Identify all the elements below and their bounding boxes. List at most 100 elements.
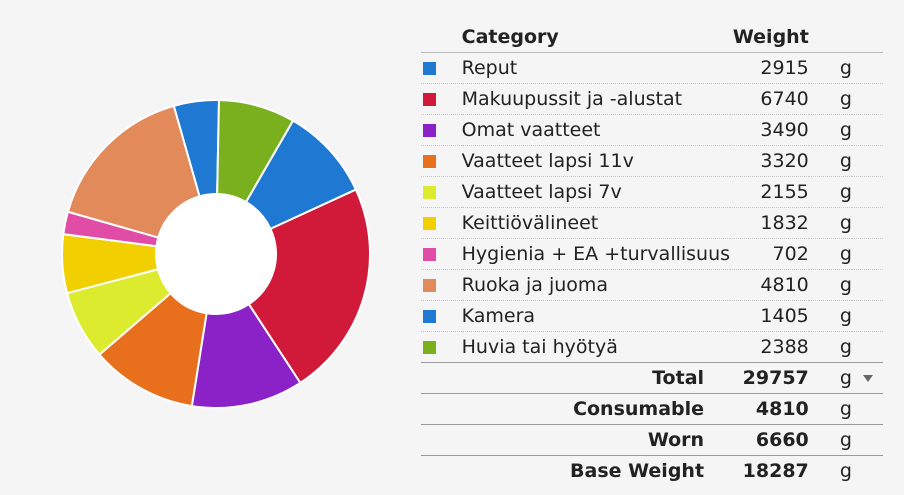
swatch-cell [421, 207, 462, 239]
category-name: Hygienia + EA +turvallisuus [461, 238, 731, 270]
table-header-row: Category Weight [421, 22, 883, 53]
category-weight: 3490 [730, 114, 809, 146]
category-name: Kamera [461, 300, 731, 332]
swatch-cell [421, 332, 462, 363]
color-swatch [423, 341, 436, 354]
category-header: Category [461, 22, 731, 53]
table-row: Vaatteet lapsi 11v 3320 g [421, 145, 883, 177]
weight-unit: g [808, 300, 852, 332]
category-weight: 6740 [730, 83, 809, 115]
weight-header: Weight [730, 22, 809, 53]
category-name: Ruoka ja juoma [461, 269, 731, 301]
category-weight: 4810 [730, 269, 809, 301]
summary-label: Worn [421, 424, 731, 456]
unit-header [808, 22, 852, 53]
swatch-cell [421, 300, 462, 332]
color-swatch [423, 310, 436, 323]
swatch-cell [421, 176, 462, 208]
color-swatch [423, 124, 436, 137]
extra-cell [851, 114, 883, 146]
table-row: Ruoka ja juoma 4810 g [421, 269, 883, 301]
swatch-cell [421, 52, 462, 84]
category-rows: Reput 2915 g Makuupussit ja -alustat 6740 g Om… [421, 52, 883, 363]
category-weight: 2915 [730, 52, 809, 84]
summary-unit: g [808, 455, 852, 486]
weight-unit: g [808, 207, 852, 239]
table-row: Keittiövälineet 1832 g [421, 207, 883, 239]
category-weight: 3320 [730, 145, 809, 177]
summary-extra [851, 455, 883, 486]
color-swatch [423, 93, 436, 106]
table-row: Hygienia + EA +turvallisuus 702 g [421, 238, 883, 270]
category-name: Reput [461, 52, 731, 84]
summary-value: 4810 [730, 393, 809, 425]
summary-row: Base Weight 18287 g [421, 455, 883, 486]
summary-extra [851, 393, 883, 425]
swatch-cell [421, 145, 462, 177]
category-name: Vaatteet lapsi 11v [461, 145, 731, 177]
color-swatch [423, 248, 436, 261]
summary-unit: g [808, 362, 852, 394]
extra-cell [851, 52, 883, 84]
extra-cell [851, 300, 883, 332]
color-swatch [423, 155, 436, 168]
summary-unit: g [808, 393, 852, 425]
summary-value: 18287 [730, 455, 809, 486]
donut-hole [156, 194, 276, 314]
table-row: Omat vaatteet 3490 g [421, 114, 883, 146]
table-row: Reput 2915 g [421, 52, 883, 84]
table-row: Kamera 1405 g [421, 300, 883, 332]
summary-unit: g [808, 424, 852, 456]
table-row: Huvia tai hyötyä 2388 g [421, 332, 883, 363]
extra-cell [851, 238, 883, 270]
swatch-cell [421, 269, 462, 301]
category-weight: 1405 [730, 300, 809, 332]
weight-unit: g [808, 114, 852, 146]
category-name: Makuupussit ja -alustat [461, 83, 731, 115]
caret-down-icon[interactable] [862, 375, 873, 382]
extra-cell [851, 269, 883, 301]
weight-unit: g [808, 238, 852, 270]
summary-row: Worn 6660 g [421, 424, 883, 456]
summary-extra [851, 362, 883, 394]
donut-chart [61, 99, 371, 409]
swatch-cell [421, 114, 462, 146]
weight-unit: g [808, 176, 852, 208]
weight-unit: g [808, 269, 852, 301]
extra-cell [851, 145, 883, 177]
weight-unit: g [808, 52, 852, 84]
summary-label: Base Weight [421, 455, 731, 486]
summary-label: Total [421, 362, 731, 394]
color-swatch [423, 217, 436, 230]
weight-unit: g [839, 336, 852, 358]
summary-value: 6660 [730, 424, 809, 456]
extra-cell [851, 207, 883, 239]
category-weight: 1832 [730, 207, 809, 239]
weight-table: Category Weight Reput 2915 g Makuupussit ja… [421, 22, 883, 486]
summary-label: Consumable [421, 393, 731, 425]
extra-header [851, 22, 883, 53]
table-row: Vaatteet lapsi 7v 2155 g [421, 176, 883, 208]
category-weight: 702 [730, 238, 809, 270]
extra-cell [852, 332, 883, 363]
weight-unit: g [808, 83, 852, 115]
swatch-cell [421, 83, 462, 115]
category-name: Vaatteet lapsi 7v [461, 176, 731, 208]
category-name: Omat vaatteet [461, 114, 731, 146]
summary-row: Total 29757 g [421, 362, 883, 394]
extra-cell [851, 176, 883, 208]
table-row: Makuupussit ja -alustat 6740 g [421, 83, 883, 115]
category-weight: 2155 [730, 176, 809, 208]
summary-row: Consumable 4810 g [421, 393, 883, 425]
extra-cell [851, 83, 883, 115]
swatch-header [421, 22, 462, 53]
weight-unit: g [808, 145, 852, 177]
swatch-cell [421, 238, 462, 270]
color-swatch [423, 62, 436, 75]
category-name: Keittiövälineet [461, 207, 731, 239]
category-weight: 2388 [760, 336, 809, 358]
summary-extra [851, 424, 883, 456]
summary-value: 29757 [730, 362, 809, 394]
color-swatch [423, 279, 436, 292]
color-swatch [423, 186, 436, 199]
